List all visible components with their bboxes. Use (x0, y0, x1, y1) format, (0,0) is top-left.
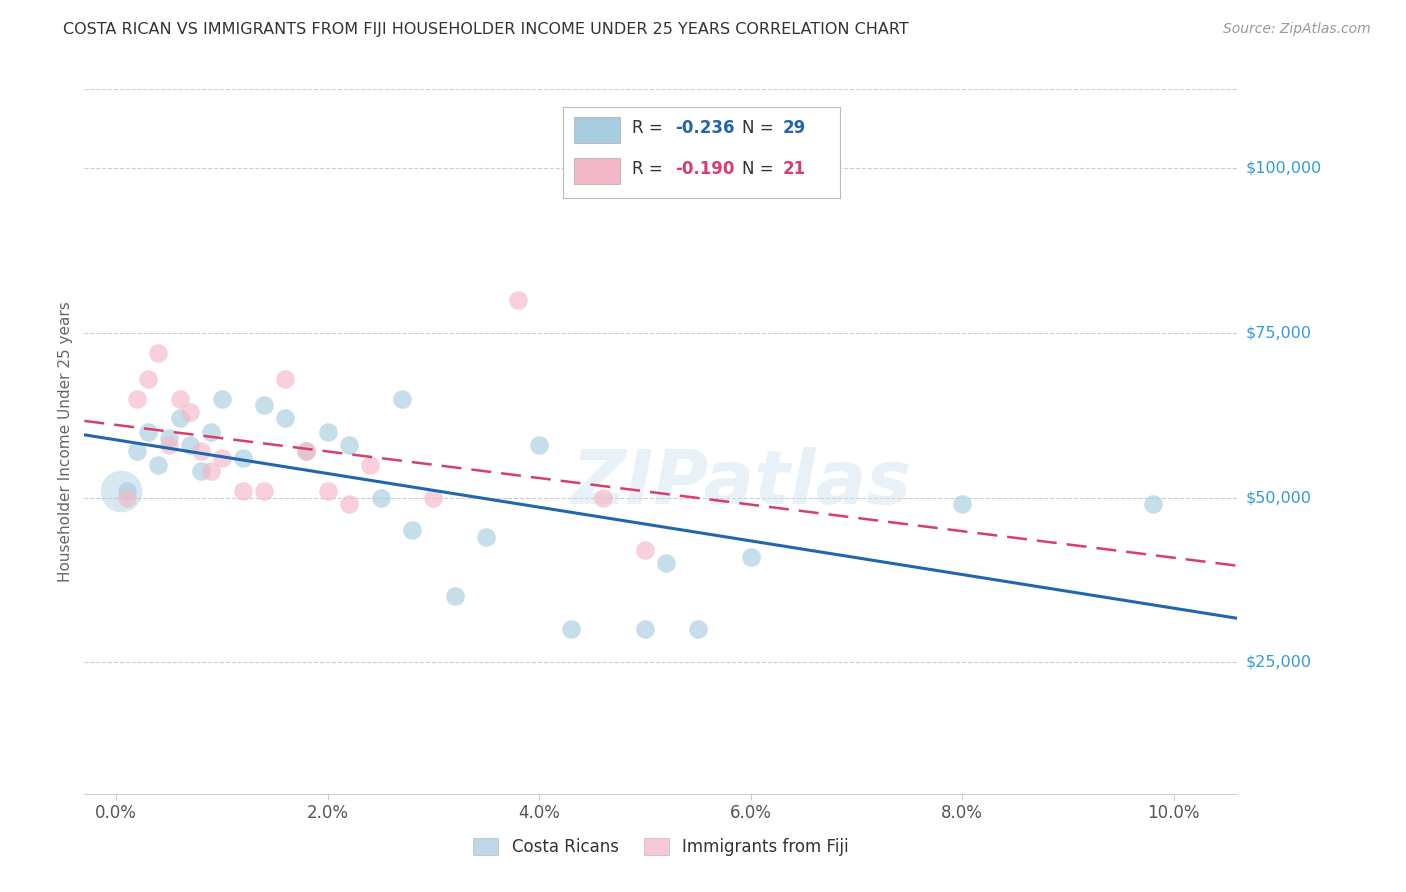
Text: N =: N = (741, 160, 779, 178)
Point (686, 622, 709, 636)
Point (190, 464, 212, 478)
Point (169, 392, 191, 406)
Point (253, 483, 276, 498)
Bar (562, 107, 839, 198)
Point (316, 483, 339, 498)
Point (200, 425, 222, 439)
Point (527, 438, 550, 452)
Text: COSTA RICAN VS IMMIGRANTS FROM FIJI HOUSEHOLDER INCOME UNDER 25 YEARS CORRELATIO: COSTA RICAN VS IMMIGRANTS FROM FIJI HOUS… (63, 22, 910, 37)
Point (443, 590, 465, 604)
Text: $25,000: $25,000 (1246, 655, 1312, 670)
Text: 21: 21 (783, 160, 806, 178)
Point (391, 392, 413, 406)
Point (370, 491, 392, 505)
Text: 29: 29 (783, 119, 806, 137)
Point (295, 444, 318, 458)
Point (115, 483, 138, 498)
Point (1142, 497, 1164, 511)
Point (274, 372, 297, 386)
Point (127, 392, 149, 406)
Point (337, 438, 360, 452)
Text: -0.236: -0.236 (675, 119, 734, 137)
Point (359, 458, 381, 472)
Text: R =: R = (633, 119, 668, 137)
Point (190, 444, 212, 458)
Point (634, 543, 657, 558)
Bar (575, 158, 620, 185)
Text: $50,000: $50,000 (1246, 490, 1312, 505)
Point (253, 398, 276, 412)
Point (232, 450, 254, 465)
Point (634, 622, 657, 636)
Point (136, 425, 159, 439)
Point (655, 557, 678, 571)
Point (422, 491, 444, 505)
Point (157, 431, 180, 445)
Text: -0.190: -0.190 (675, 160, 734, 178)
Bar (575, 117, 620, 144)
Point (148, 345, 170, 359)
Point (560, 622, 582, 636)
Point (274, 411, 297, 425)
Point (475, 530, 498, 544)
Point (211, 450, 233, 465)
Point (337, 497, 360, 511)
Point (506, 293, 529, 307)
Point (157, 438, 180, 452)
Point (179, 438, 201, 452)
Point (169, 411, 191, 425)
Point (179, 405, 201, 419)
Legend: Costa Ricans, Immigrants from Fiji: Costa Ricans, Immigrants from Fiji (467, 831, 855, 863)
Point (316, 425, 339, 439)
Text: Source: ZipAtlas.com: Source: ZipAtlas.com (1223, 22, 1371, 37)
Text: $100,000: $100,000 (1246, 161, 1322, 176)
Text: $75,000: $75,000 (1246, 326, 1312, 341)
Point (200, 464, 222, 478)
Point (740, 549, 762, 564)
Point (148, 458, 170, 472)
Text: N =: N = (741, 119, 779, 137)
Point (110, 483, 132, 498)
Point (401, 524, 423, 538)
Point (127, 444, 149, 458)
Point (295, 444, 318, 458)
Text: ZIPatlas: ZIPatlas (571, 447, 911, 520)
Point (950, 497, 973, 511)
Point (136, 372, 159, 386)
Y-axis label: Householder Income Under 25 years: Householder Income Under 25 years (58, 301, 73, 582)
Point (115, 491, 138, 505)
Point (232, 483, 254, 498)
Point (592, 491, 614, 505)
Text: R =: R = (633, 160, 668, 178)
Point (211, 392, 233, 406)
